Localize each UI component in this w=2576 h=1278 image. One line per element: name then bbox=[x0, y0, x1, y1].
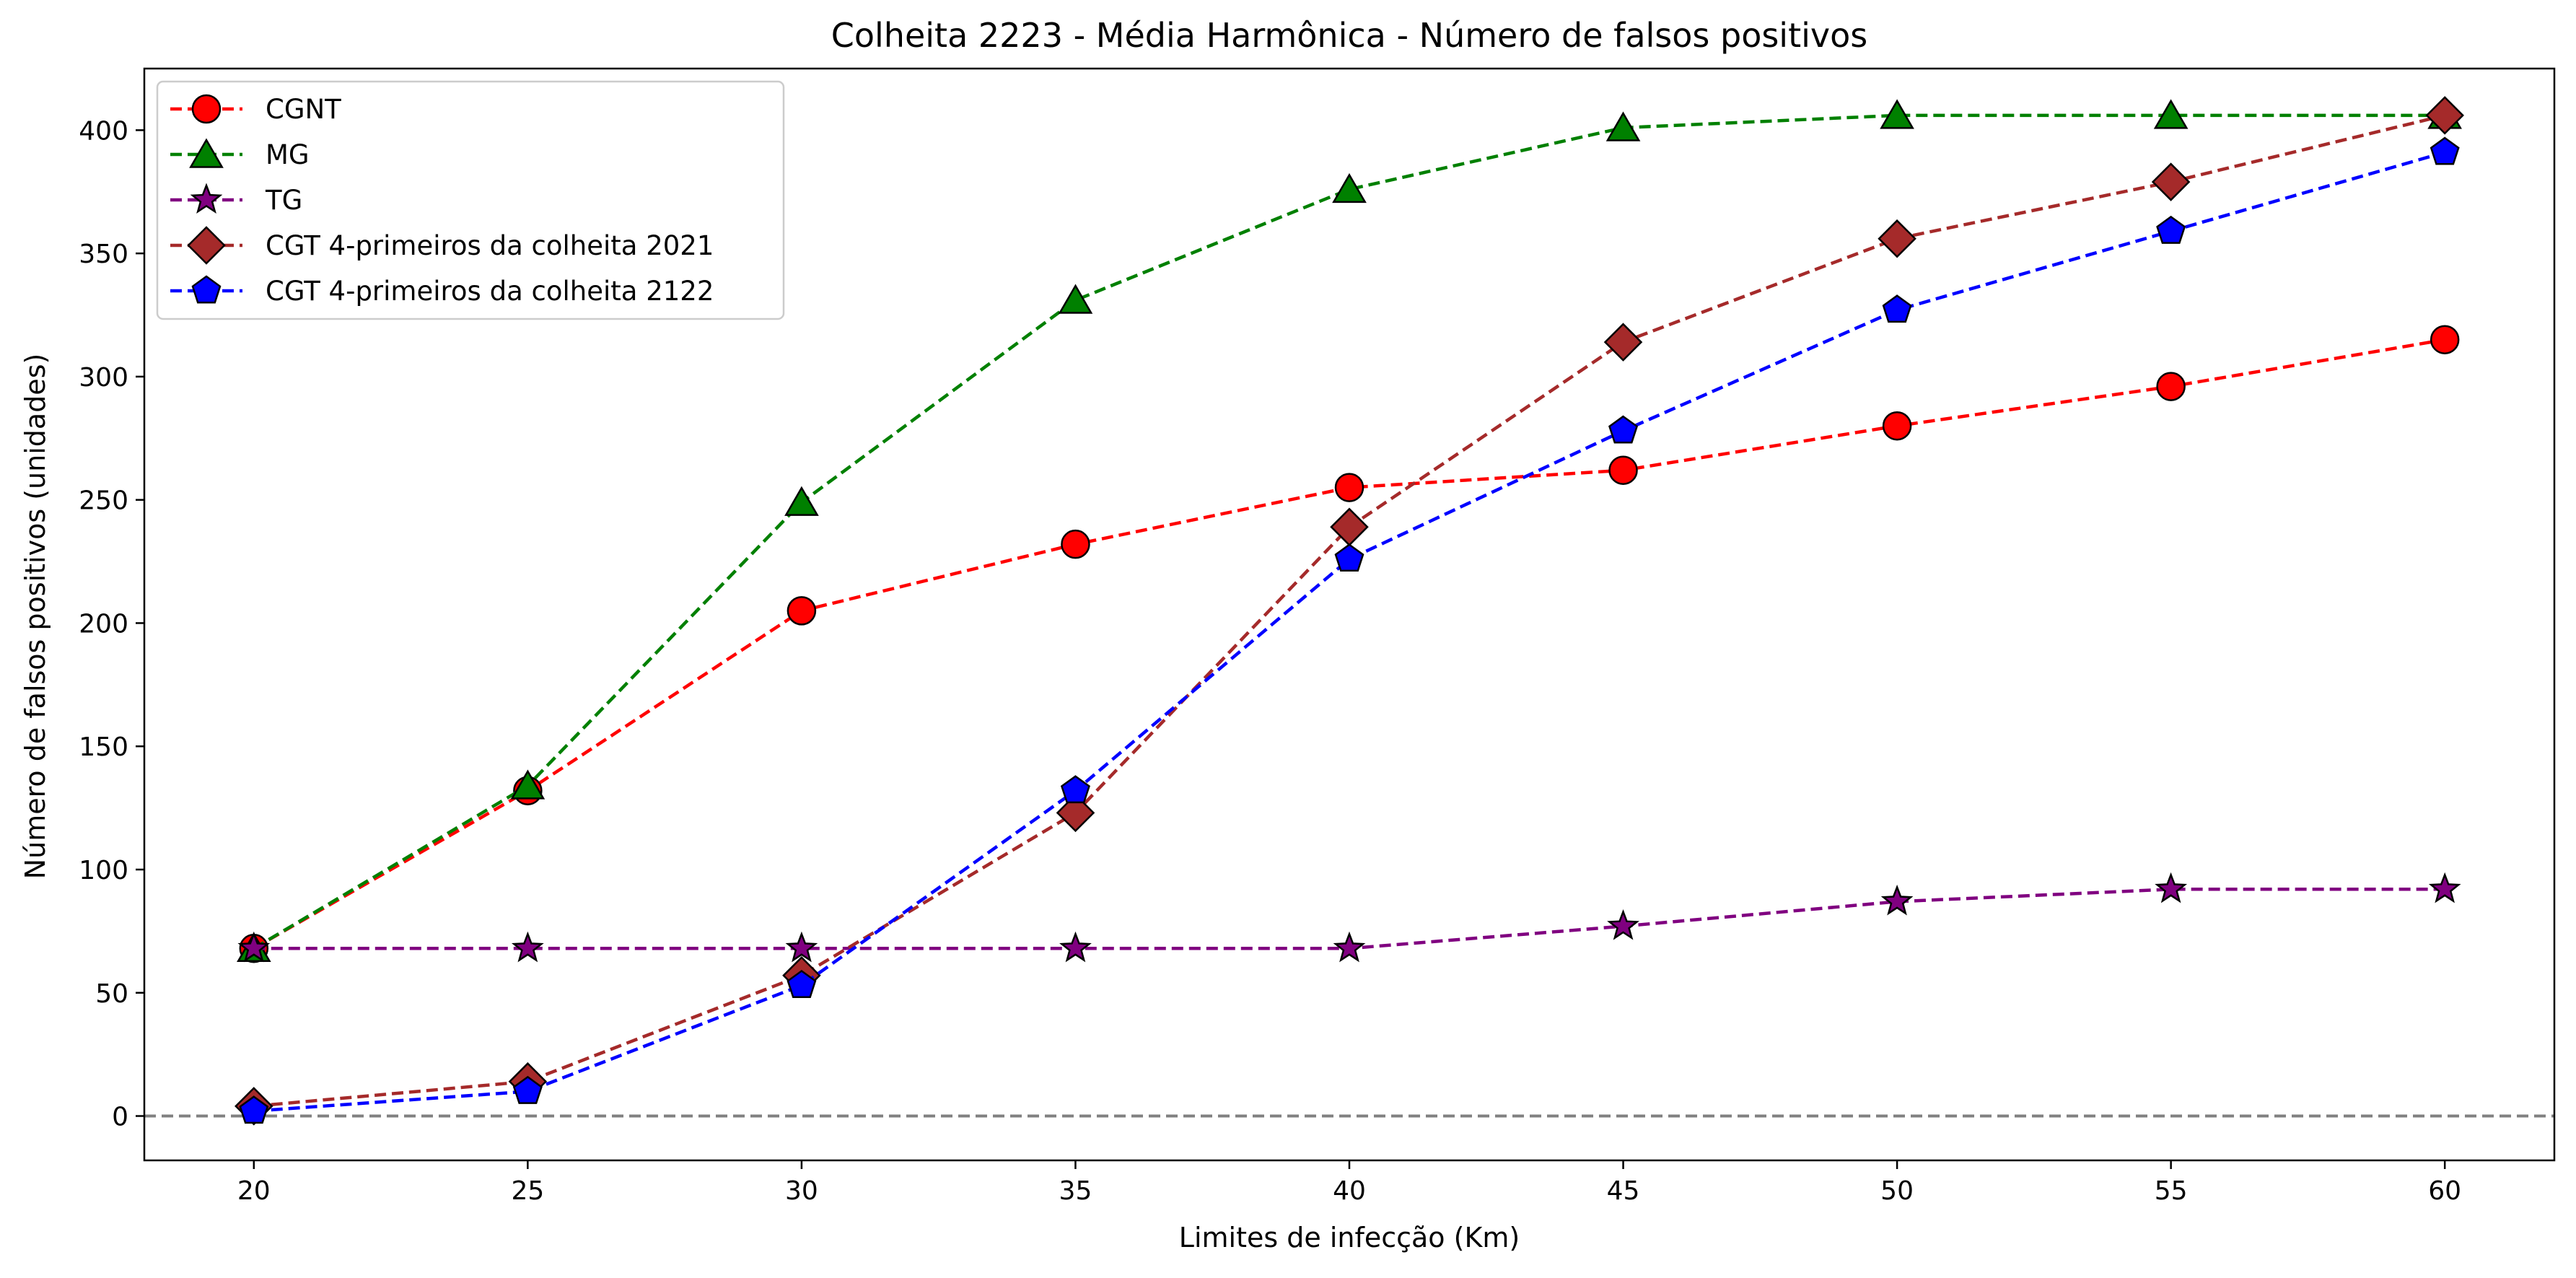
data-point bbox=[1334, 543, 1364, 572]
series-line bbox=[253, 113, 2445, 950]
y-tick-label: 100 bbox=[79, 856, 128, 885]
x-tick-label: 50 bbox=[1880, 1176, 1914, 1206]
data-point bbox=[785, 931, 818, 963]
data-point bbox=[239, 1095, 269, 1124]
data-point bbox=[510, 769, 546, 800]
x-tick-label: 40 bbox=[1333, 1176, 1366, 1206]
data-point bbox=[1880, 99, 1914, 129]
data-point bbox=[2156, 215, 2186, 244]
legend-label: MG bbox=[266, 139, 310, 170]
plot-area: 20 25 30 35 40 45 50 55 60 0 50 100 150 200 250 300 350 4… bbox=[79, 67, 2556, 1206]
data-point bbox=[2151, 162, 2191, 201]
x-tick-label: 55 bbox=[2155, 1176, 2188, 1206]
plot-frame bbox=[143, 67, 2556, 1162]
data-point bbox=[787, 969, 817, 998]
chart-title: Colheita 2223 - Média Harmônica - Número… bbox=[831, 16, 1867, 55]
series-star bbox=[237, 872, 2461, 963]
data-point bbox=[1880, 884, 1914, 916]
y-tick-label: 200 bbox=[79, 609, 128, 639]
legend-marker bbox=[187, 226, 226, 265]
data-point bbox=[1060, 775, 1090, 804]
x-axis-label: Limites de infecção (Km) bbox=[1179, 1222, 1520, 1253]
x-tick-label: 35 bbox=[1059, 1176, 1092, 1206]
data-point bbox=[1882, 411, 1912, 441]
data-point bbox=[1333, 931, 1366, 963]
data-point bbox=[2156, 372, 2186, 401]
legend-marker bbox=[191, 94, 222, 124]
data-point bbox=[1058, 284, 1093, 314]
legend-label: CGNT bbox=[266, 94, 341, 125]
data-point bbox=[1603, 323, 1643, 362]
y-tick-label: 250 bbox=[79, 486, 128, 516]
legend-marker bbox=[190, 183, 223, 214]
data-point bbox=[2430, 136, 2460, 165]
legend-box bbox=[156, 80, 785, 320]
data-point bbox=[1605, 111, 1641, 141]
y-tick-label: 50 bbox=[95, 979, 128, 1009]
data-point bbox=[2155, 872, 2188, 903]
data-point bbox=[2153, 99, 2189, 129]
data-point bbox=[787, 596, 817, 626]
data-point bbox=[2428, 872, 2461, 903]
legend-marker bbox=[191, 275, 222, 304]
y-tick-label: 300 bbox=[79, 363, 128, 393]
data-point bbox=[1332, 172, 1367, 203]
legend-label: CGT 4-primeiros da colheita 2122 bbox=[266, 276, 714, 307]
x-tick-label: 60 bbox=[2428, 1176, 2461, 1206]
y-tick-label: 150 bbox=[79, 732, 128, 762]
x-tick-label: 45 bbox=[1607, 1176, 1640, 1206]
data-point bbox=[784, 486, 819, 516]
data-point bbox=[1607, 909, 1639, 940]
legend-label: CGT 4-primeiros da colheita 2021 bbox=[266, 230, 714, 261]
series-line bbox=[253, 150, 2445, 1113]
y-tick-label: 350 bbox=[79, 240, 128, 269]
y-tick-label: 0 bbox=[112, 1103, 128, 1132]
legend-marker bbox=[189, 138, 224, 168]
data-point bbox=[512, 1075, 543, 1104]
y-axis-label: Número de falsos positivos (unidades) bbox=[19, 354, 51, 880]
data-point bbox=[1608, 455, 1638, 485]
data-point bbox=[1608, 415, 1639, 444]
x-tick-label: 20 bbox=[237, 1176, 271, 1206]
x-tick-label: 25 bbox=[511, 1176, 544, 1206]
data-point bbox=[1061, 529, 1090, 559]
legend-label: TG bbox=[265, 185, 302, 216]
data-point bbox=[2425, 96, 2464, 135]
data-point bbox=[1056, 793, 1095, 833]
data-point bbox=[2430, 325, 2460, 354]
data-point bbox=[1334, 473, 1364, 502]
y-tick-label: 400 bbox=[79, 116, 128, 146]
data-point bbox=[1059, 931, 1092, 963]
data-point bbox=[511, 931, 544, 963]
data-point bbox=[237, 931, 271, 963]
data-point bbox=[1878, 219, 1916, 258]
x-tick-label: 30 bbox=[785, 1176, 818, 1206]
series-pentagon bbox=[239, 136, 2460, 1124]
legend: CGNT MG TG CGT 4-primeiros da colheita 2021… bbox=[156, 80, 785, 320]
data-point bbox=[1882, 294, 1912, 323]
